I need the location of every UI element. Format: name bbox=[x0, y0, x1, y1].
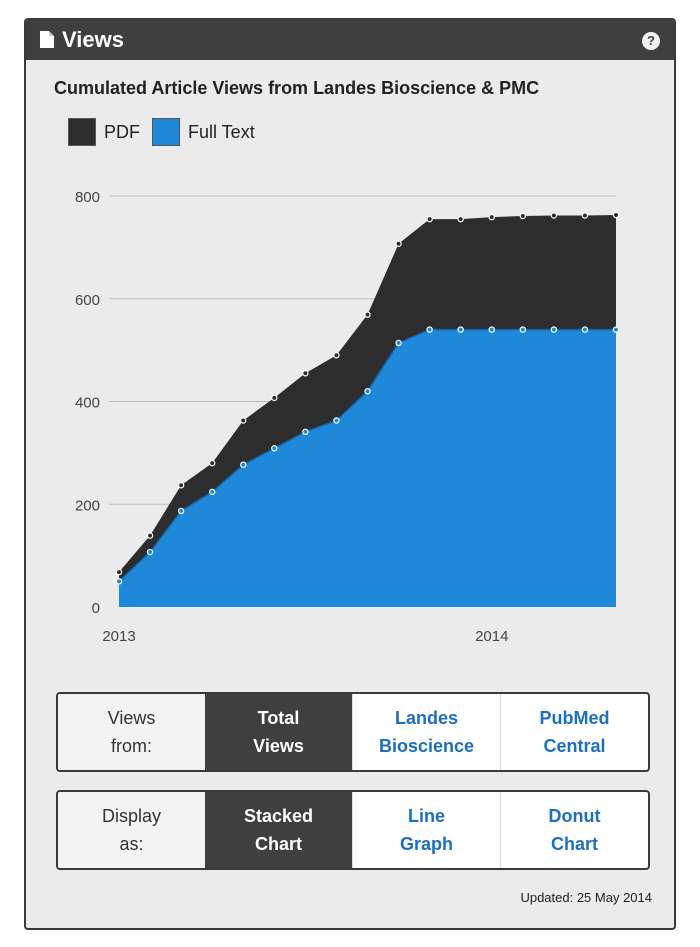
full-text-point bbox=[146, 548, 154, 556]
legend-item-pdf[interactable]: PDF bbox=[68, 118, 140, 146]
full-text-point bbox=[115, 578, 123, 585]
pdf-point bbox=[550, 212, 558, 219]
donut-chart-button[interactable]: Donut Chart bbox=[500, 792, 648, 868]
pdf-point bbox=[581, 212, 589, 219]
y-tick-label: 200 bbox=[75, 497, 100, 514]
pdf-point bbox=[115, 568, 123, 576]
pdf-point bbox=[395, 240, 402, 247]
pdf-point bbox=[612, 211, 620, 219]
full-text-point bbox=[519, 326, 527, 333]
total-views-button[interactable]: Total Views bbox=[205, 694, 352, 770]
full-text-point bbox=[240, 461, 247, 468]
legend-label-full-text: Full Text bbox=[188, 121, 255, 142]
landes-bioscience-button[interactable]: Landes Bioscience bbox=[352, 694, 500, 770]
pdf-point bbox=[177, 482, 185, 489]
pdf-point bbox=[146, 532, 154, 539]
updated-timestamp: Updated: 25 May 2014 bbox=[520, 890, 652, 905]
pdf-point bbox=[240, 417, 247, 424]
widget-title: Views bbox=[62, 27, 124, 52]
full-text-point bbox=[333, 417, 340, 424]
document-icon bbox=[40, 31, 54, 48]
stacked-chart-button[interactable]: Stacked Chart bbox=[205, 792, 352, 868]
full-text-point bbox=[488, 326, 495, 333]
legend-label-pdf: PDF bbox=[104, 121, 140, 142]
pdf-point bbox=[302, 370, 309, 377]
views-from-label: Views from: bbox=[58, 694, 205, 770]
full-text-point bbox=[177, 507, 185, 515]
pdf-point bbox=[208, 459, 216, 467]
y-tick-label: 400 bbox=[75, 395, 100, 412]
stacked-area-chart: 0 200 400 600 800 2013 2014 bbox=[75, 189, 620, 645]
y-tick-label: 600 bbox=[75, 292, 100, 309]
pdf-point bbox=[426, 215, 433, 223]
pdf-area bbox=[119, 215, 616, 582]
full-text-point bbox=[395, 339, 402, 347]
y-tick-label: 800 bbox=[75, 189, 100, 206]
legend-swatch-pdf bbox=[68, 118, 96, 146]
pdf-point bbox=[271, 394, 278, 402]
full-text-point bbox=[426, 326, 433, 333]
display-as-label: Display as: bbox=[58, 792, 205, 868]
full-text-point bbox=[208, 488, 216, 496]
full-text-point bbox=[457, 326, 464, 333]
pdf-point bbox=[333, 352, 340, 359]
pdf-point bbox=[364, 311, 371, 318]
line-graph-button[interactable]: Line Graph bbox=[352, 792, 500, 868]
pdf-point bbox=[488, 213, 495, 221]
full-text-area bbox=[119, 329, 616, 607]
y-tick-label: 0 bbox=[92, 600, 100, 617]
full-text-point bbox=[271, 445, 278, 452]
x-tick-label: 2014 bbox=[475, 628, 508, 645]
x-tick-label: 2013 bbox=[102, 628, 135, 645]
chart-legend: PDF Full Text bbox=[68, 118, 267, 146]
full-text-point bbox=[364, 388, 371, 395]
full-text-point bbox=[550, 326, 558, 333]
chart-title: Cumulated Article Views from Landes Bios… bbox=[54, 78, 540, 98]
views-widget: Views ? Cumulated Article Views from Lan… bbox=[24, 18, 676, 930]
pdf-point bbox=[519, 212, 527, 220]
display-as-selector: Display as: Stacked Chart Line Graph Donut C… bbox=[56, 790, 650, 870]
full-text-point bbox=[302, 428, 309, 436]
full-text-point bbox=[581, 326, 589, 333]
widget-header: Views ? bbox=[26, 20, 674, 60]
full-text-point bbox=[612, 326, 620, 333]
legend-swatch-full-text bbox=[152, 118, 180, 146]
help-icon[interactable]: ? bbox=[642, 32, 660, 50]
pubmed-central-button[interactable]: PubMed Central bbox=[500, 694, 648, 770]
pdf-point bbox=[457, 215, 464, 223]
views-from-selector: Views from: Total Views Landes Bioscience P… bbox=[56, 692, 650, 772]
legend-item-full-text[interactable]: Full Text bbox=[152, 118, 255, 146]
